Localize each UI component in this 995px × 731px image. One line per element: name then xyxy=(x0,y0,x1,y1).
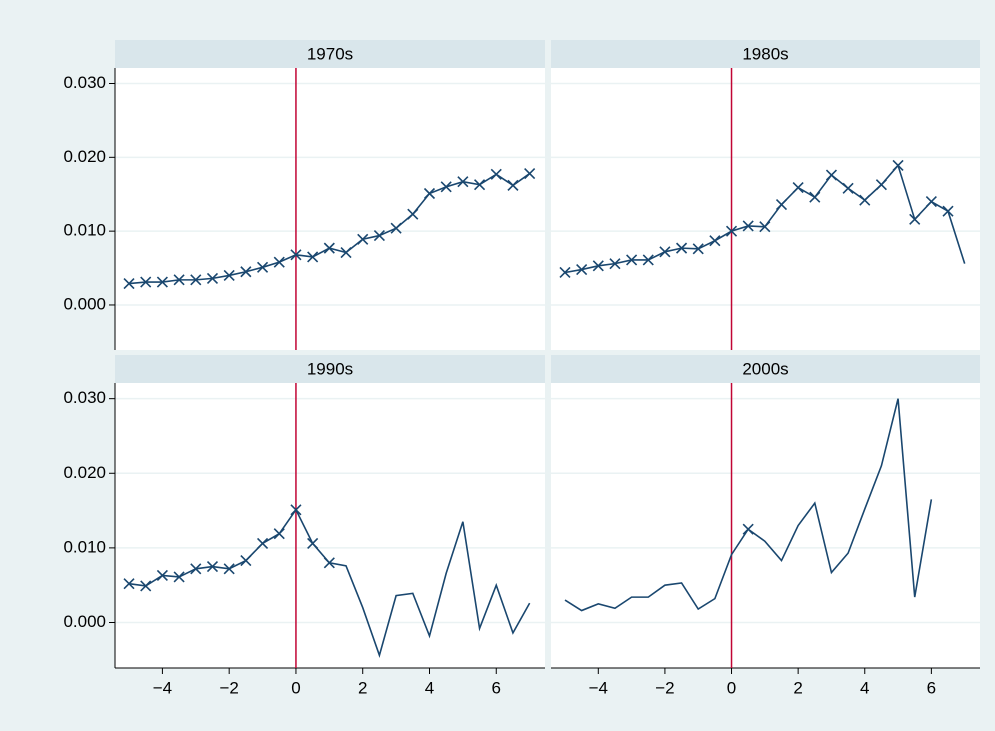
x-marker xyxy=(190,274,202,286)
x-marker xyxy=(323,242,335,254)
x-tick-label: −4 xyxy=(153,678,172,697)
x-marker xyxy=(659,246,671,258)
y-tick-label: 0.020 xyxy=(63,147,106,166)
x-marker xyxy=(892,159,904,172)
x-tick-label: 6 xyxy=(492,678,501,697)
x-marker xyxy=(440,181,452,193)
x-marker xyxy=(123,277,135,290)
x-marker xyxy=(709,235,721,247)
x-marker xyxy=(240,266,252,278)
panel-title: 1980s xyxy=(742,44,788,63)
panel-title: 1990s xyxy=(307,359,353,378)
x-tick-label: 4 xyxy=(425,678,434,697)
x-tick-label: 6 xyxy=(927,678,936,697)
panel-header xyxy=(115,355,545,383)
x-marker xyxy=(742,220,754,232)
x-marker xyxy=(256,537,269,549)
x-marker xyxy=(156,569,168,582)
x-marker xyxy=(775,199,788,211)
y-tick-label: 0.010 xyxy=(63,537,106,556)
x-marker xyxy=(909,213,921,225)
y-tick-label: 0.000 xyxy=(63,294,106,313)
plot-area xyxy=(115,383,545,668)
panel-title: 2000s xyxy=(742,359,788,378)
x-marker xyxy=(507,179,519,191)
x-marker xyxy=(457,176,469,188)
x-tick-label: 2 xyxy=(358,678,367,697)
plot-area xyxy=(551,383,980,668)
x-marker xyxy=(875,179,887,191)
x-tick-label: −4 xyxy=(589,678,608,697)
y-tick-label: 0.000 xyxy=(63,612,106,631)
x-marker xyxy=(473,179,486,191)
x-marker xyxy=(323,557,335,569)
x-marker xyxy=(140,580,152,592)
x-marker xyxy=(942,205,954,217)
panel-header xyxy=(551,40,980,68)
y-tick-label: 0.020 xyxy=(63,463,106,482)
x-marker xyxy=(559,266,571,279)
x-marker xyxy=(273,256,285,268)
x-marker xyxy=(825,169,838,181)
x-marker xyxy=(123,578,135,590)
x-tick-label: 2 xyxy=(793,678,802,697)
x-marker xyxy=(307,537,319,549)
x-marker xyxy=(524,167,536,180)
x-marker xyxy=(792,182,804,194)
x-marker xyxy=(373,230,385,242)
x-marker xyxy=(423,187,436,200)
x-tick-label: 0 xyxy=(727,678,736,697)
x-marker xyxy=(256,261,269,273)
x-marker xyxy=(609,258,621,270)
x-marker xyxy=(390,222,402,234)
x-marker xyxy=(809,191,821,203)
x-marker xyxy=(206,560,219,573)
x-marker xyxy=(173,274,185,286)
x-tick-label: 4 xyxy=(860,678,869,697)
x-marker xyxy=(223,563,235,575)
x-marker xyxy=(626,254,638,266)
x-marker xyxy=(357,233,369,245)
x-marker xyxy=(925,196,937,208)
y-tick-label: 0.010 xyxy=(63,221,106,240)
x-marker xyxy=(742,523,754,535)
x-marker xyxy=(576,263,588,276)
plot-area xyxy=(115,68,545,350)
x-tick-label: 0 xyxy=(291,678,300,697)
x-marker xyxy=(490,168,502,180)
panel-header xyxy=(551,355,980,383)
x-marker xyxy=(725,225,738,237)
x-marker xyxy=(340,246,352,259)
x-marker xyxy=(290,504,302,516)
x-tick-label: −2 xyxy=(655,678,674,697)
x-marker xyxy=(190,563,202,575)
x-marker xyxy=(642,254,654,266)
x-marker xyxy=(407,208,419,220)
x-marker xyxy=(842,182,854,194)
x-marker xyxy=(759,221,771,233)
x-marker xyxy=(240,554,252,567)
panel-title: 1970s xyxy=(307,44,353,63)
x-marker xyxy=(290,249,302,261)
x-tick-label: −2 xyxy=(219,678,238,697)
x-marker xyxy=(223,269,235,282)
x-marker xyxy=(173,571,185,583)
x-marker xyxy=(307,251,319,263)
y-tick-label: 0.030 xyxy=(63,73,106,92)
plot-area xyxy=(551,68,980,350)
y-tick-label: 0.030 xyxy=(63,388,106,407)
panel-header xyxy=(115,40,545,68)
x-marker xyxy=(273,528,285,540)
x-marker xyxy=(156,276,168,288)
x-marker xyxy=(859,194,871,206)
x-marker xyxy=(140,276,152,288)
x-marker xyxy=(206,272,219,284)
x-marker xyxy=(675,242,688,254)
x-marker xyxy=(692,243,704,255)
x-marker xyxy=(592,260,604,272)
